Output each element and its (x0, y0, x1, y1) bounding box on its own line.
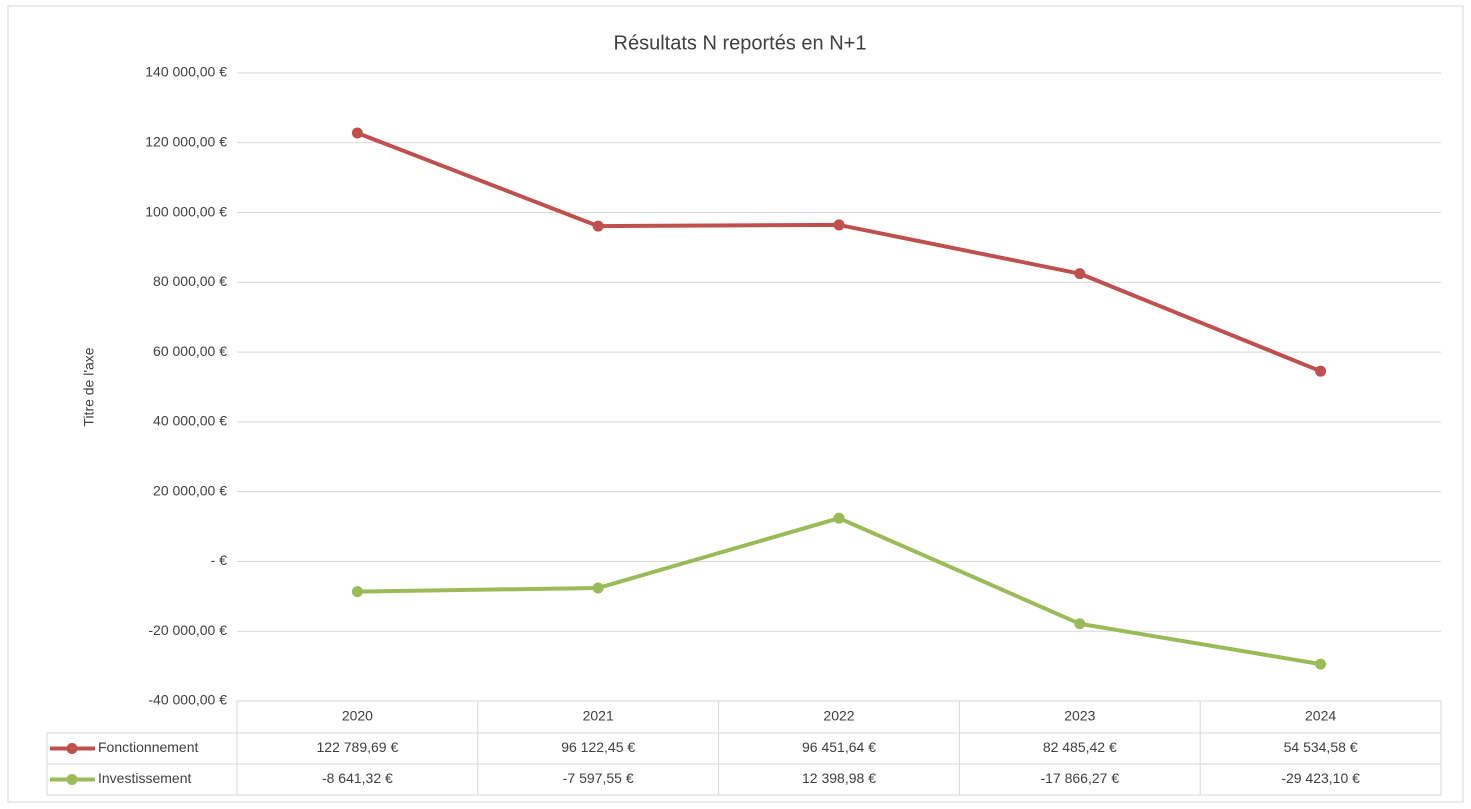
data-table-cell: -29 423,10 € (1281, 770, 1360, 786)
point (1315, 365, 1327, 377)
legend-marker (66, 743, 78, 754)
y-tick-label: 60 000,00 € (153, 343, 227, 359)
point (833, 219, 845, 231)
x-tick-label: 2022 (823, 708, 854, 724)
data-table-cell: 54 534,58 € (1284, 739, 1358, 755)
data-table-cell: -8 641,32 € (322, 770, 393, 786)
y-tick-label: 40 000,00 € (153, 413, 227, 429)
data-table-cell: 122 789,69 € (317, 739, 399, 755)
y-axis-title: Titre de l'axe (81, 347, 97, 426)
x-tick-label: 2021 (583, 708, 614, 724)
y-tick-label: 140 000,00 € (145, 64, 227, 80)
data-table-cell: 96 122,45 € (561, 739, 635, 755)
data-table-cell: -17 866,27 € (1040, 770, 1119, 786)
point (1074, 618, 1086, 630)
data-table-cell: -7 597,55 € (563, 770, 634, 786)
x-tick-label: 2024 (1305, 708, 1336, 724)
legend-marker (66, 774, 78, 785)
data-table-cell: 12 398,98 € (802, 770, 876, 786)
point (1074, 268, 1086, 280)
point (1315, 658, 1327, 670)
y-tick-label: 100 000,00 € (145, 203, 227, 219)
x-tick-label: 2020 (342, 708, 373, 724)
y-tick-label: 20 000,00 € (153, 482, 227, 498)
data-table-cell: 82 485,42 € (1043, 739, 1117, 755)
point (592, 582, 604, 594)
point (351, 127, 363, 139)
legend-label: Fonctionnement (98, 739, 199, 755)
chart-frame (7, 5, 1464, 803)
x-tick-label: 2023 (1064, 708, 1095, 724)
y-tick-label: -20 000,00 € (148, 622, 227, 638)
point (592, 220, 604, 232)
data-table-cell: 96 451,64 € (802, 739, 876, 755)
y-tick-label: -40 000,00 € (148, 692, 227, 708)
legend-label: Investissement (98, 770, 191, 786)
chart-title: Résultats N reportés en N+1 (614, 32, 867, 54)
y-tick-label: 120 000,00 € (145, 133, 227, 149)
point (833, 512, 845, 524)
point (351, 586, 363, 598)
y-tick-label: - € (211, 552, 228, 568)
y-tick-label: 80 000,00 € (153, 273, 227, 289)
